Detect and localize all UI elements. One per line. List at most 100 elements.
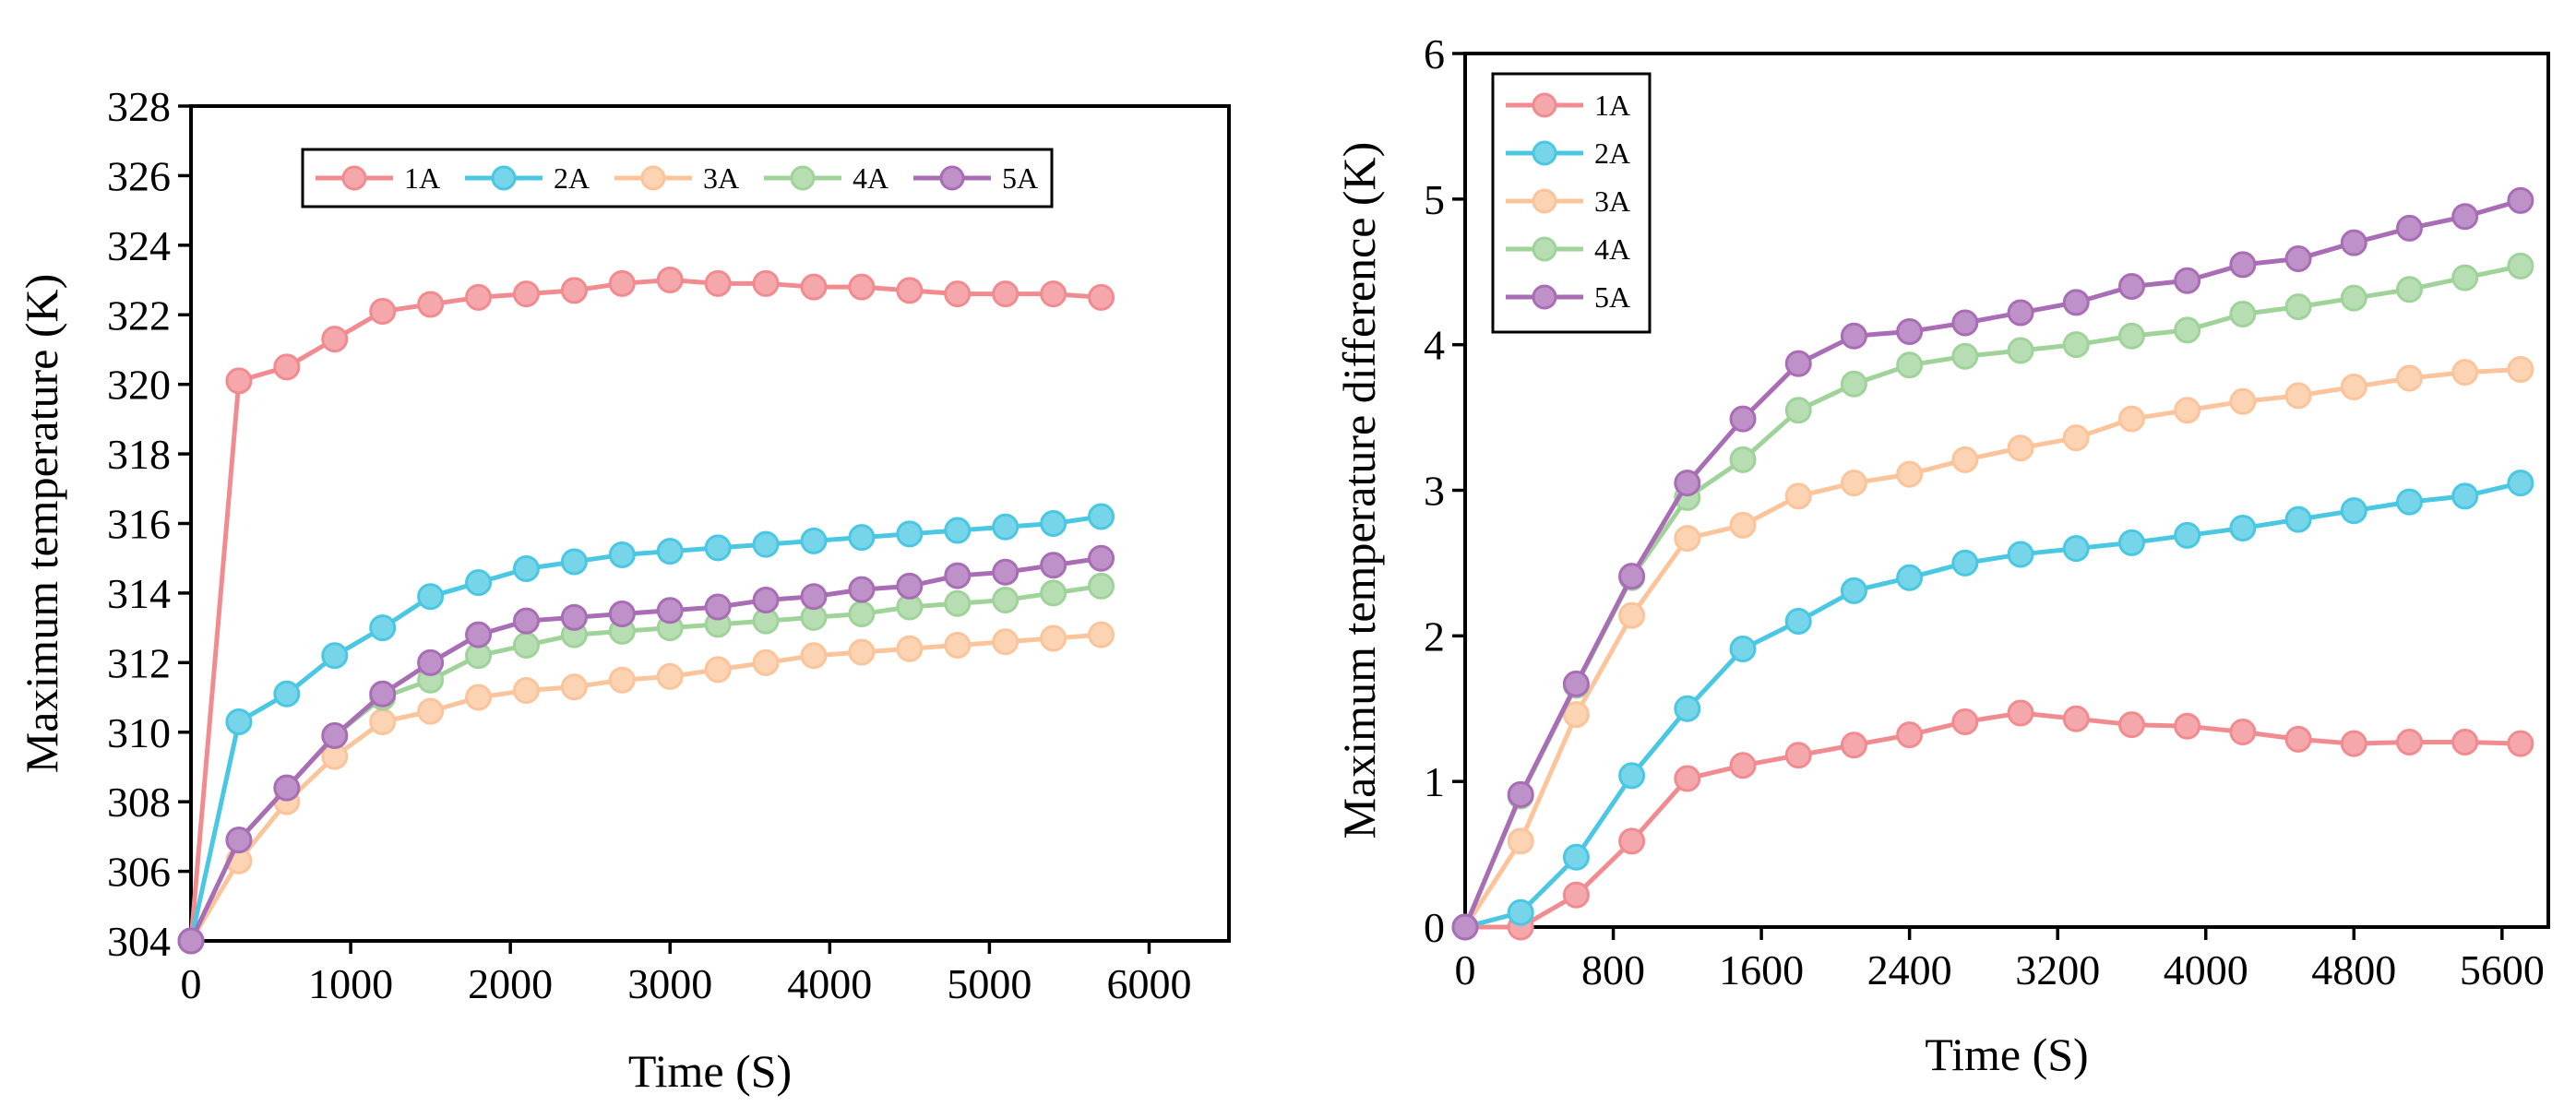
data-point	[2284, 245, 2312, 273]
data-point	[1040, 510, 1067, 537]
x-tick-label: 5000	[947, 960, 1032, 1007]
x-tick-label: 3000	[627, 960, 712, 1007]
legend: 1A 2A 3A 4A 5A	[1491, 72, 1652, 334]
x-tick-label: 5600	[2460, 946, 2545, 993]
data-point	[2117, 405, 2145, 433]
data-point	[656, 597, 684, 624]
data-point	[2284, 382, 2312, 410]
data-point	[2507, 470, 2534, 497]
legend-swatch-marker	[939, 165, 965, 191]
legend-item-1A: 1A	[316, 161, 440, 195]
data-point	[369, 614, 397, 642]
data-point	[2451, 264, 2479, 291]
series-line-2A	[1464, 481, 2522, 930]
y-axis-title: Maximum temperature difference (K)	[1333, 142, 1385, 839]
legend-item-1A: 1A	[1506, 89, 1630, 122]
legend-item-5A: 5A	[913, 161, 1038, 195]
data-point	[2229, 251, 2257, 279]
data-point	[2507, 730, 2534, 757]
x-tick-label: 1600	[1719, 946, 1804, 993]
x-tick-label: 2400	[1867, 946, 1952, 993]
data-point	[1896, 351, 1924, 379]
data-point	[2395, 488, 2423, 516]
data-point	[1562, 670, 1590, 697]
legend-swatch-marker	[1532, 92, 1557, 118]
series-4A	[177, 572, 1115, 955]
data-point	[896, 572, 924, 600]
data-point	[2117, 273, 2145, 301]
data-point	[752, 648, 780, 676]
data-point	[2007, 699, 2034, 727]
data-point	[177, 927, 205, 955]
data-point	[1562, 701, 1590, 729]
data-point	[848, 273, 876, 301]
data-point	[560, 277, 588, 304]
data-point	[1040, 624, 1067, 652]
data-point	[369, 297, 397, 325]
legend-label: 2A	[1594, 137, 1630, 170]
series-3A	[177, 621, 1115, 955]
data-point	[1896, 317, 1924, 345]
data-point	[704, 656, 732, 684]
data-point	[1896, 564, 1924, 591]
data-point	[2174, 397, 2201, 424]
data-point	[2174, 316, 2201, 344]
data-point	[2395, 276, 2423, 303]
data-point	[2340, 373, 2367, 400]
data-point	[1896, 460, 1924, 488]
data-point	[2395, 729, 2423, 756]
legend-item-2A: 2A	[465, 161, 590, 195]
data-point	[1507, 780, 1534, 808]
data-point	[1840, 577, 1867, 604]
right-chart-maximum-temperature-difference: 0 800 1600 2400 3200 4000 4800 5600 0 1 2 3 4 5 6 Time …	[1333, 30, 2550, 1080]
data-point	[417, 583, 445, 611]
data-point	[1784, 608, 1812, 636]
legend-item-3A: 3A	[614, 161, 739, 195]
data-point	[2229, 719, 2257, 746]
data-point	[2062, 535, 2090, 563]
data-point	[1951, 549, 1979, 577]
legend-label: 4A	[853, 161, 888, 195]
data-point	[512, 677, 540, 704]
data-point	[704, 269, 732, 297]
data-point	[369, 708, 397, 735]
legend: 1A 2A 3A 4A 5A	[301, 148, 1054, 208]
legend-label: 3A	[703, 161, 739, 195]
data-point	[512, 280, 540, 308]
data-point	[944, 517, 972, 544]
data-point	[2507, 186, 2534, 214]
data-point	[1951, 446, 1979, 473]
data-point	[1674, 695, 1701, 722]
data-point	[1618, 762, 1646, 790]
y-tick-label: 3	[1424, 468, 1445, 515]
data-point	[1618, 827, 1646, 855]
y-tick-label: 312	[107, 639, 171, 686]
data-point	[2117, 529, 2145, 556]
x-tick-label: 800	[1581, 946, 1645, 993]
data-point	[2451, 359, 2479, 387]
legend-label: 1A	[404, 161, 440, 195]
plot-frame	[189, 104, 1231, 943]
data-point	[1674, 470, 1701, 497]
data-point	[2174, 712, 2201, 740]
legend-swatch-marker	[1532, 188, 1557, 214]
data-point	[225, 827, 253, 854]
x-tick-label: 1000	[308, 960, 393, 1007]
y-tick-label: 324	[107, 222, 171, 269]
data-point	[1562, 881, 1590, 909]
data-point	[992, 558, 1020, 586]
left-chart-maximum-temperature: 0 1000 2000 3000 4000 5000 6000 304 306 308 310 312…	[16, 83, 1231, 1097]
data-point	[1729, 636, 1757, 663]
data-point	[2229, 387, 2257, 415]
series-5A	[1451, 186, 2534, 941]
data-point	[273, 680, 301, 708]
data-point	[944, 562, 972, 589]
x-tick-label: 0	[181, 960, 202, 1007]
data-point	[225, 367, 253, 395]
data-point	[1507, 898, 1534, 926]
data-point	[1729, 511, 1757, 539]
data-point	[512, 631, 540, 659]
data-point	[321, 326, 349, 353]
data-point	[1784, 482, 1812, 510]
data-point	[2117, 711, 2145, 739]
